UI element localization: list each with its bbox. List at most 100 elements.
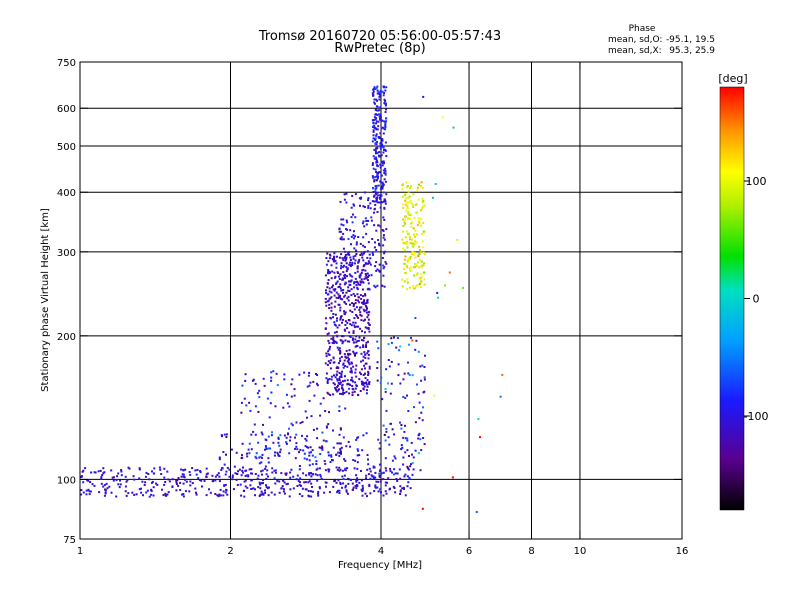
data-point	[175, 479, 178, 482]
data-point	[346, 228, 349, 231]
data-point	[347, 482, 350, 485]
data-point	[348, 251, 350, 254]
data-point	[406, 439, 409, 442]
data-point	[304, 437, 307, 440]
data-point	[270, 371, 273, 374]
data-point	[384, 484, 387, 487]
data-point	[372, 187, 374, 190]
data-point	[364, 217, 367, 220]
data-point	[345, 258, 348, 260]
data-point	[374, 471, 377, 474]
data-point	[340, 253, 343, 256]
data-point	[379, 92, 382, 95]
data-point	[420, 272, 423, 275]
data-point	[298, 481, 301, 483]
data-point	[391, 459, 394, 462]
data-point	[363, 250, 366, 253]
data-point	[333, 271, 336, 274]
data-point	[362, 345, 365, 348]
data-point	[281, 485, 284, 488]
data-point	[376, 92, 379, 95]
data-point	[372, 167, 375, 170]
data-point	[353, 230, 355, 233]
data-point	[407, 212, 409, 215]
data-point	[340, 450, 342, 453]
data-point	[265, 477, 268, 480]
data-point	[351, 261, 354, 264]
data-point	[308, 451, 311, 454]
data-point	[332, 259, 335, 262]
data-point	[224, 473, 227, 476]
data-point	[349, 274, 352, 277]
data-point	[119, 483, 122, 486]
data-point	[380, 174, 383, 177]
data-point	[451, 476, 454, 479]
data-point	[357, 260, 360, 263]
data-point	[376, 164, 378, 167]
data-point	[153, 472, 156, 475]
data-point	[228, 475, 231, 478]
data-point	[214, 493, 217, 495]
data-point	[350, 324, 353, 327]
data-point	[374, 139, 377, 142]
data-point	[152, 494, 155, 497]
data-point	[408, 257, 411, 260]
data-point	[339, 357, 341, 360]
data-point	[334, 388, 337, 391]
data-point	[341, 469, 344, 472]
data-point	[326, 380, 329, 383]
data-point	[120, 470, 123, 473]
data-point	[379, 480, 382, 483]
data-point	[298, 465, 301, 467]
data-point	[338, 442, 341, 445]
data-point	[404, 424, 406, 427]
data-point	[324, 362, 327, 365]
data-point	[368, 365, 371, 368]
data-point	[351, 385, 354, 387]
data-point	[359, 306, 361, 309]
data-point	[412, 456, 415, 459]
data-point	[409, 213, 412, 216]
data-point	[351, 263, 354, 266]
data-point	[263, 384, 266, 387]
data-point	[373, 116, 376, 119]
data-point	[342, 224, 345, 227]
data-point	[299, 477, 302, 480]
data-point	[360, 368, 363, 371]
data-point	[420, 276, 423, 279]
data-point	[419, 281, 422, 284]
data-point	[296, 485, 299, 487]
data-point	[266, 397, 269, 400]
data-point	[338, 388, 340, 391]
data-point	[328, 342, 331, 345]
data-point	[341, 384, 344, 387]
data-point	[344, 407, 347, 410]
data-point	[305, 439, 308, 442]
data-point	[404, 249, 406, 252]
data-point	[118, 486, 121, 489]
data-point	[125, 494, 128, 497]
data-point	[366, 468, 369, 471]
data-point	[274, 451, 276, 454]
data-point	[339, 306, 342, 309]
data-point	[344, 365, 346, 367]
data-point	[342, 478, 345, 480]
data-point	[365, 309, 368, 312]
data-point	[359, 197, 362, 200]
data-point	[101, 474, 104, 476]
data-point	[300, 484, 302, 487]
data-point	[368, 261, 371, 264]
data-point	[408, 267, 411, 270]
data-point	[189, 480, 192, 483]
data-point	[298, 493, 301, 495]
data-point	[295, 421, 298, 424]
data-point	[376, 177, 379, 180]
data-point	[385, 492, 388, 495]
data-point	[131, 491, 134, 494]
data-point	[225, 453, 227, 456]
data-point	[382, 274, 385, 277]
data-point	[344, 294, 347, 297]
data-point	[366, 256, 369, 259]
data-point	[365, 381, 368, 384]
data-point	[385, 262, 388, 265]
